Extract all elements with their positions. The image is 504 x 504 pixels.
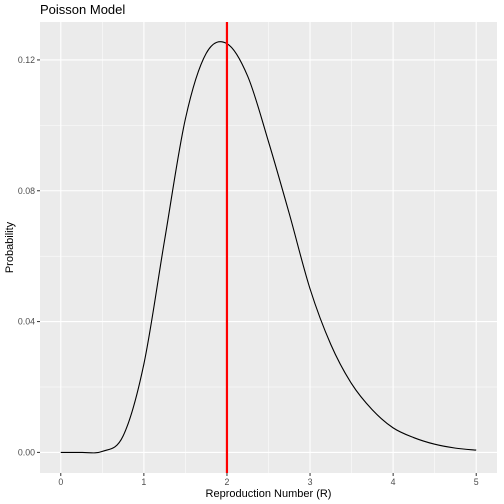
y-tick-label: 0.12 xyxy=(18,55,35,65)
x-tick-label: 4 xyxy=(391,477,396,487)
x-tick-label: 3 xyxy=(308,477,313,487)
x-axis: 0 1 2 3 4 5 xyxy=(58,473,479,487)
y-tick-label: 0.08 xyxy=(18,186,35,196)
x-tick-label: 1 xyxy=(141,477,146,487)
x-axis-title: Reproduction Number (R) xyxy=(206,488,332,500)
y-axis: 0.00 0.04 0.08 0.12 xyxy=(18,55,40,457)
x-tick-label: 0 xyxy=(58,477,63,487)
data-curve xyxy=(60,41,477,454)
grid-minor xyxy=(40,22,497,473)
y-axis-title: Probability xyxy=(4,221,16,273)
x-tick-label: 2 xyxy=(225,477,230,487)
x-tick-label: 5 xyxy=(474,477,479,487)
y-tick-label: 0.04 xyxy=(18,317,35,327)
chart-title: Poisson Model xyxy=(40,2,125,17)
y-tick-label: 0.00 xyxy=(18,447,35,457)
